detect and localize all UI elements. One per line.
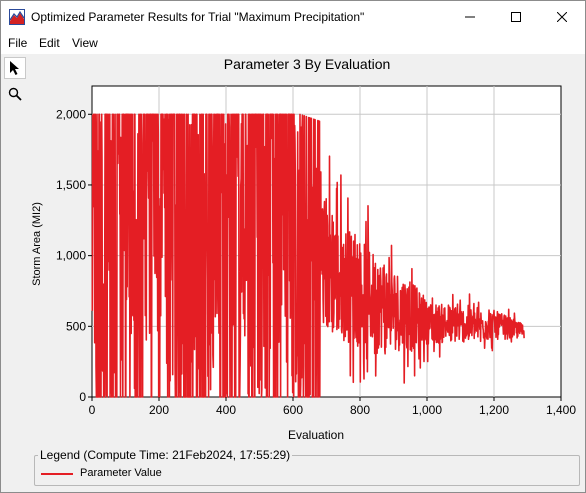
x-tick-label: 1,000 xyxy=(412,403,442,417)
menu-edit[interactable]: Edit xyxy=(39,36,60,50)
legend-box xyxy=(34,455,580,486)
minimize-button[interactable] xyxy=(447,1,493,32)
x-tick-label: 1,400 xyxy=(546,403,576,417)
close-button[interactable] xyxy=(539,1,585,32)
y-tick-label: 500 xyxy=(66,319,86,333)
x-axis-label: Evaluation xyxy=(288,428,344,442)
maximize-button[interactable] xyxy=(493,1,539,32)
y-tick-label: 1,000 xyxy=(56,249,86,263)
menu-bar: File Edit View xyxy=(1,32,585,54)
legend-title: Legend (Compute Time: 21Feb2024, 17:55:2… xyxy=(38,448,293,462)
menu-file[interactable]: File xyxy=(8,36,28,50)
chart-panel: Parameter 3 By Evaluation 0 200 400 600 800 1… xyxy=(29,54,585,492)
y-tick-label: 1,500 xyxy=(56,178,86,192)
zoom-tool-button[interactable] xyxy=(4,83,26,105)
minimize-icon xyxy=(465,16,475,17)
parameter-chart[interactable]: Parameter 3 By Evaluation 0 200 400 600 800 1… xyxy=(29,54,585,444)
y-tick-label: 0 xyxy=(79,390,86,404)
legend-swatch xyxy=(41,473,73,475)
pointer-tool-button[interactable] xyxy=(4,57,26,79)
series-group xyxy=(91,113,525,398)
plot-toolbar xyxy=(1,54,29,492)
x-tick-label: 800 xyxy=(350,403,370,417)
title-bar[interactable]: Optimized Parameter Results for Trial "M… xyxy=(1,1,585,32)
legend-item-label: Parameter Value xyxy=(80,467,162,479)
x-tick-label: 1,200 xyxy=(479,403,509,417)
zoom-icon xyxy=(8,87,22,101)
x-tick-label: 0 xyxy=(89,403,96,417)
close-icon xyxy=(557,11,567,22)
chart-title: Parameter 3 By Evaluation xyxy=(224,56,391,72)
maximize-icon xyxy=(511,11,521,22)
x-tick-label: 200 xyxy=(149,403,169,417)
menu-view[interactable]: View xyxy=(72,36,98,50)
x-axis-ticks: 0 200 400 600 800 1,000 1,200 1,400 xyxy=(89,397,576,417)
x-tick-label: 600 xyxy=(283,403,303,417)
hms-app-icon xyxy=(9,9,25,25)
y-tick-label: 2,000 xyxy=(56,107,86,121)
x-tick-label: 400 xyxy=(216,403,236,417)
y-axis-ticks: 0 500 1,000 1,500 2,000 xyxy=(56,107,92,404)
pointer-icon xyxy=(10,61,19,75)
window-title: Optimized Parameter Results for Trial "M… xyxy=(31,10,365,24)
series-line-parameter-value xyxy=(91,113,525,398)
y-axis-label: Storm Area (MI2) xyxy=(31,202,43,286)
